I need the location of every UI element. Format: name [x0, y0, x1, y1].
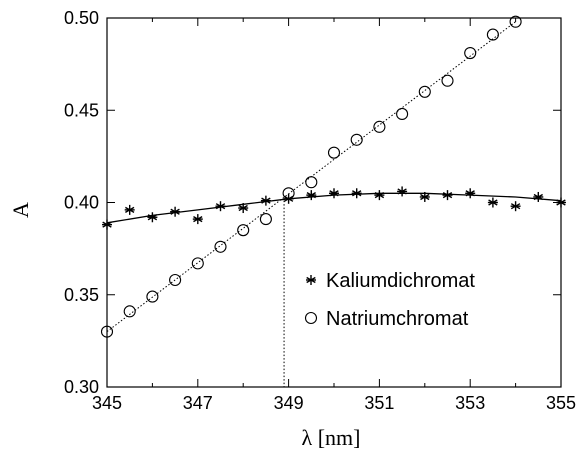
data-points-layer: [100, 15, 566, 338]
x-tick-label: 349: [274, 393, 304, 413]
point-kaliumdichromat: [510, 201, 521, 212]
point-natriumchromat: [214, 240, 227, 253]
point-natriumchromat: [191, 257, 204, 270]
point-kaliumdichromat: [533, 191, 544, 202]
point-natriumchromat: [146, 290, 159, 303]
ticks-layer: 345 347 349 351 353 355 0.30 0.35 0.40 0.45 0.50: [64, 8, 576, 413]
y-tick-label: 0.50: [64, 8, 99, 28]
x-tick-label: 345: [92, 393, 122, 413]
point-kaliumdichromat: [215, 201, 226, 212]
y-tick-label: 0.35: [64, 285, 99, 305]
point-kaliumdichromat: [329, 188, 339, 199]
point-natriumchromat: [441, 74, 454, 87]
point-natriumchromat: [123, 305, 136, 318]
point-kaliumdichromat: [419, 191, 430, 202]
legend-label-kaliumdichromat: Kaliumdichromat: [326, 270, 475, 292]
legend-marker-natriumchromat: [304, 311, 318, 325]
point-kaliumdichromat: [124, 204, 135, 215]
point-natriumchromat: [305, 176, 318, 189]
point-kaliumdichromat: [306, 190, 317, 201]
point-natriumchromat: [464, 47, 477, 60]
point-natriumchromat: [486, 28, 499, 41]
legend: Kaliumdichromat Natriumchromat: [304, 270, 475, 330]
x-tick-label: 347: [183, 393, 213, 413]
point-natriumchromat: [509, 15, 522, 28]
point-natriumchromat: [373, 120, 386, 133]
y-tick-label: 0.40: [64, 193, 99, 213]
y-axis-label: A: [8, 202, 33, 218]
point-natriumchromat: [169, 273, 182, 287]
x-tick-label: 355: [546, 393, 576, 413]
point-kaliumdichromat: [465, 188, 476, 199]
point-natriumchromat: [418, 85, 431, 98]
point-kaliumdichromat: [147, 212, 158, 223]
point-kaliumdichromat: [351, 188, 362, 199]
point-kaliumdichromat: [170, 206, 181, 217]
point-natriumchromat: [237, 224, 250, 237]
point-natriumchromat: [350, 133, 363, 146]
point-kaliumdichromat: [487, 197, 498, 208]
point-kaliumdichromat: [238, 203, 249, 214]
y-tick-label: 0.45: [64, 100, 99, 120]
legend-marker-kaliumdichromat: [306, 275, 316, 285]
point-kaliumdichromat: [192, 214, 203, 225]
x-axis-label: λ [nm]: [302, 425, 361, 450]
y-tick-label: 0.30: [64, 377, 99, 397]
point-kaliumdichromat: [260, 195, 271, 206]
x-tick-label: 351: [364, 393, 394, 413]
legend-label-natriumchromat: Natriumchromat: [326, 308, 469, 330]
point-kaliumdichromat: [442, 190, 453, 201]
point-natriumchromat: [282, 187, 295, 200]
x-tick-label: 353: [455, 393, 485, 413]
point-kaliumdichromat: [397, 186, 408, 197]
point-natriumchromat: [396, 107, 409, 120]
point-natriumchromat: [327, 146, 341, 159]
point-natriumchromat: [259, 213, 272, 226]
point-kaliumdichromat: [374, 190, 385, 201]
